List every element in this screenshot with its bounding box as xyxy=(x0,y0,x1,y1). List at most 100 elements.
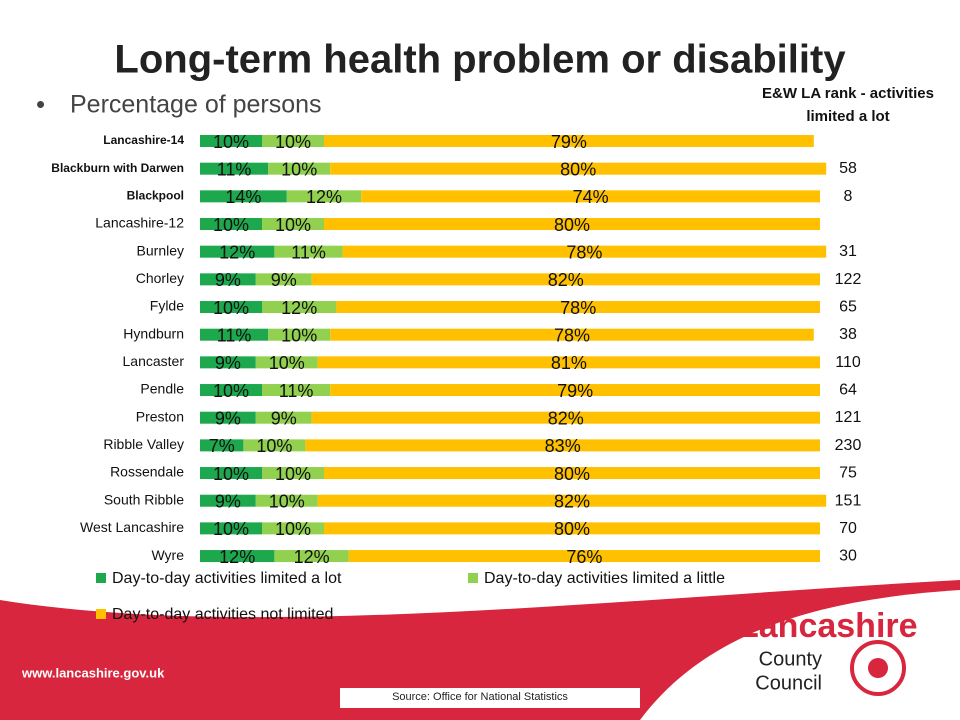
value-label: 11% xyxy=(279,381,314,401)
value-label: 82% xyxy=(548,408,584,428)
bar-segment xyxy=(317,356,820,369)
value-label: 12% xyxy=(219,547,255,567)
value-label: 9% xyxy=(271,270,297,290)
logo-panel xyxy=(640,590,960,720)
rank-header: E&W LA rank - activities limited a lot xyxy=(762,85,934,125)
bar-segment xyxy=(324,467,820,480)
rank-value: 122 xyxy=(835,271,862,288)
legend-label: Day-to-day activities limited a lot xyxy=(112,570,342,587)
category-label: Chorley xyxy=(136,270,184,286)
category-label: Pendle xyxy=(140,381,184,397)
value-label: 10% xyxy=(281,159,317,179)
rank-value: 58 xyxy=(839,160,857,177)
value-label: 10% xyxy=(281,325,317,345)
website: www.lancashire.gov.uk xyxy=(21,665,165,680)
value-label: 12% xyxy=(294,547,330,567)
value-label: 10% xyxy=(275,519,311,539)
value-label: 76% xyxy=(566,547,602,567)
category-label: Lancaster xyxy=(123,353,185,369)
rank-value: 8 xyxy=(844,188,853,205)
value-label: 9% xyxy=(215,408,241,428)
logo-text: Lancashire xyxy=(738,607,918,645)
rank-value: 64 xyxy=(839,382,857,399)
bar-segment xyxy=(262,301,337,314)
bar-segment xyxy=(268,162,331,175)
value-label: 7% xyxy=(209,436,235,456)
bar-segment xyxy=(200,384,262,397)
legend-swatch xyxy=(96,609,106,619)
category-label: Blackburn with Darwen xyxy=(51,161,184,175)
value-label: 12% xyxy=(219,242,255,262)
value-label: 82% xyxy=(554,491,590,511)
bar-segment xyxy=(200,245,275,258)
value-label: 12% xyxy=(281,298,317,318)
rank-value: 121 xyxy=(835,409,862,426)
category-label: Preston xyxy=(136,408,184,424)
rank-value: 31 xyxy=(839,243,857,260)
value-label: 81% xyxy=(551,353,587,373)
bar-segment xyxy=(255,356,318,369)
value-label: 80% xyxy=(554,519,590,539)
bar-segment xyxy=(311,273,820,286)
bar-segment xyxy=(305,439,820,452)
bar-segment xyxy=(336,301,820,314)
bar-segment xyxy=(262,218,324,231)
value-label: 11% xyxy=(217,159,252,179)
bar-segment xyxy=(243,439,306,452)
value-label: 80% xyxy=(560,159,596,179)
rank-value: 38 xyxy=(839,326,857,343)
bar-segment xyxy=(262,467,324,480)
value-label: 10% xyxy=(275,132,311,152)
source-panel xyxy=(340,688,640,708)
category-label: Rossendale xyxy=(110,464,184,480)
bar-segment xyxy=(330,162,827,175)
value-label: 10% xyxy=(275,215,311,235)
value-label: 82% xyxy=(548,270,584,290)
value-label: 78% xyxy=(560,298,596,318)
rank-value: 151 xyxy=(835,492,862,509)
category-label: South Ribble xyxy=(104,491,184,507)
bullet: • xyxy=(36,89,45,119)
rank-value: 75 xyxy=(839,465,857,482)
value-label: 9% xyxy=(215,491,241,511)
bar-segment xyxy=(274,245,343,258)
value-label: 9% xyxy=(215,270,241,290)
value-label: 9% xyxy=(271,408,297,428)
value-label: 79% xyxy=(557,381,593,401)
bar-segment xyxy=(274,550,349,563)
value-label: 10% xyxy=(269,353,305,373)
chart-subtitle: Percentage of persons xyxy=(70,91,322,119)
bar-segment xyxy=(262,384,331,397)
value-label: 10% xyxy=(213,519,249,539)
logo-text: Council xyxy=(755,672,822,694)
value-label: 10% xyxy=(269,491,305,511)
value-label: 10% xyxy=(213,132,249,152)
value-label: 11% xyxy=(291,242,326,262)
value-label: 10% xyxy=(213,464,249,484)
value-label: 78% xyxy=(554,325,590,345)
bar-segment xyxy=(255,494,318,507)
category-label: Ribble Valley xyxy=(103,436,184,452)
bar-segment xyxy=(200,439,244,452)
rank-value: 230 xyxy=(835,437,862,454)
bar-segment xyxy=(200,467,262,480)
value-label: 79% xyxy=(551,132,587,152)
value-label: 80% xyxy=(554,464,590,484)
chart-title: Long-term health problem or disability xyxy=(114,38,846,82)
legend-swatch xyxy=(96,573,106,583)
value-label: 10% xyxy=(275,464,311,484)
bar-segment xyxy=(200,301,262,314)
bar-segment xyxy=(311,411,820,424)
bar-segment xyxy=(262,135,324,147)
logo-text: County xyxy=(759,648,822,670)
value-label: 14% xyxy=(225,187,261,207)
value-label: 83% xyxy=(545,436,581,456)
category-label: West Lancashire xyxy=(80,519,184,535)
bar-segment xyxy=(200,522,262,535)
value-label: 9% xyxy=(215,353,241,373)
bar-segment xyxy=(200,190,287,203)
bar-segment xyxy=(200,218,262,231)
bar-segment xyxy=(255,273,312,286)
category-label: Fylde xyxy=(150,298,184,314)
